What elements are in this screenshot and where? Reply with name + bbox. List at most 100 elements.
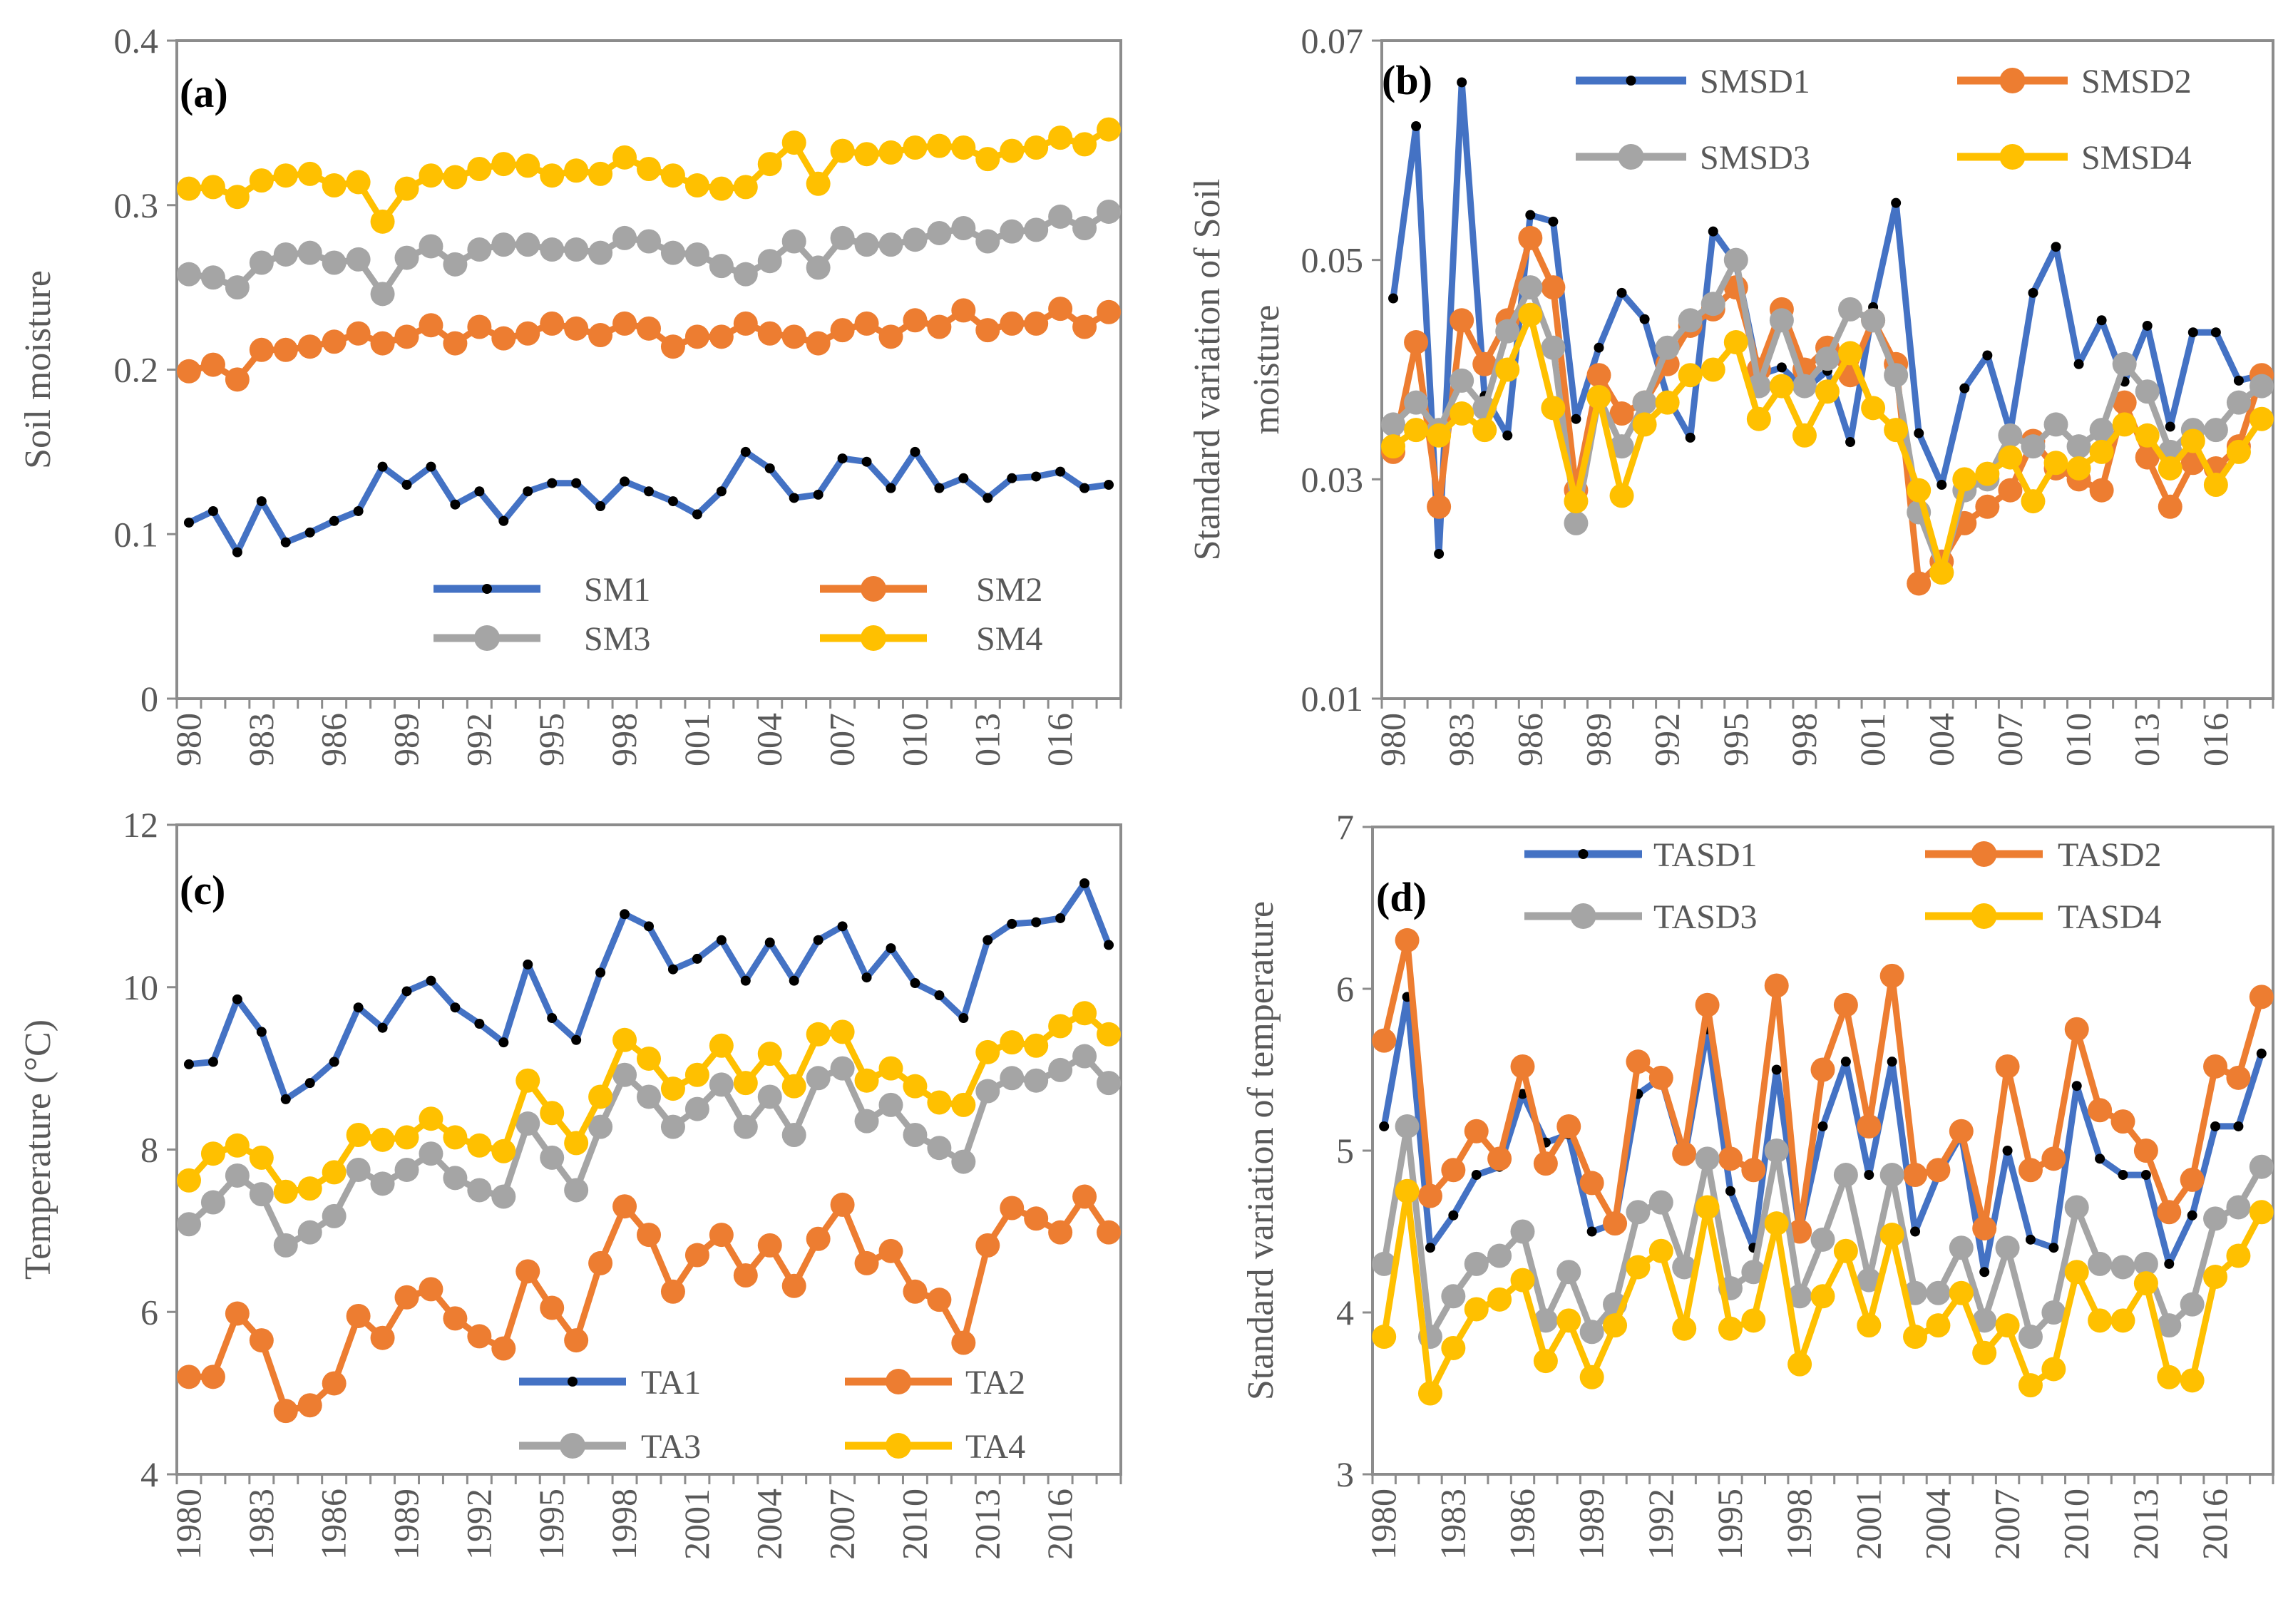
data-point xyxy=(692,953,702,964)
data-point xyxy=(225,1133,250,1158)
data-point xyxy=(1395,1178,1420,1203)
data-point xyxy=(419,1277,443,1302)
x-tick-label: 013 xyxy=(967,713,1007,766)
data-point xyxy=(540,1145,565,1170)
x-tick-label: 1992 xyxy=(458,1489,498,1560)
series-TASD2 xyxy=(1372,927,2274,1244)
data-point xyxy=(1972,1216,1997,1240)
data-point xyxy=(1510,1268,1535,1292)
data-point xyxy=(1007,473,1017,483)
data-point xyxy=(1926,1158,1951,1183)
data-point xyxy=(1417,1381,1442,1406)
legend-marker xyxy=(474,625,500,651)
data-point xyxy=(2249,1200,2274,1225)
data-point xyxy=(1427,423,1452,448)
data-point xyxy=(830,225,855,250)
data-point xyxy=(2021,489,2046,514)
data-point xyxy=(1792,374,1817,399)
data-point xyxy=(249,168,274,193)
data-point xyxy=(370,1325,395,1350)
data-point xyxy=(1769,374,1794,399)
data-point xyxy=(1517,1089,1528,1099)
data-point xyxy=(2187,327,2198,338)
data-point xyxy=(1879,963,1904,988)
data-point xyxy=(2158,494,2182,519)
data-point xyxy=(1055,913,1066,923)
data-point xyxy=(1952,467,1977,492)
data-point xyxy=(1495,357,1520,382)
data-point xyxy=(297,240,322,265)
data-point xyxy=(467,156,492,181)
data-point xyxy=(2064,1260,2089,1285)
data-point xyxy=(1024,135,1049,160)
data-point xyxy=(1787,1284,1812,1309)
data-point xyxy=(612,1194,637,1219)
legend-marker xyxy=(886,1433,911,1459)
data-point xyxy=(878,1238,903,1263)
data-point xyxy=(781,1074,806,1099)
data-point xyxy=(1995,1313,2020,1338)
data-point xyxy=(854,1109,879,1134)
data-point xyxy=(1464,1119,1489,1144)
data-point xyxy=(1441,1158,1466,1183)
data-point xyxy=(1097,1071,1122,1096)
y-tick-label: 0.2 xyxy=(114,350,159,390)
series-SMSD4 xyxy=(1381,302,2274,585)
data-point xyxy=(1395,1114,1420,1139)
data-point xyxy=(667,496,678,507)
data-point xyxy=(660,1114,685,1139)
data-point xyxy=(1441,1284,1466,1309)
data-point xyxy=(1000,1030,1025,1055)
data-point xyxy=(491,1336,516,1361)
data-point xyxy=(837,453,848,464)
data-point xyxy=(1072,314,1097,339)
data-point xyxy=(2110,1109,2135,1134)
data-point xyxy=(1884,418,1909,443)
data-point xyxy=(757,249,782,274)
x-tick-label: 2001 xyxy=(1848,1489,1888,1560)
data-point xyxy=(781,324,806,349)
data-point xyxy=(637,316,661,341)
data-point xyxy=(951,298,976,323)
data-point xyxy=(176,262,201,287)
data-point xyxy=(975,147,1000,172)
legend-marker xyxy=(886,1369,911,1394)
data-point xyxy=(200,352,225,377)
data-point xyxy=(733,175,758,200)
data-point xyxy=(854,1250,879,1275)
data-point xyxy=(1959,383,1970,394)
panel-label: (c) xyxy=(180,867,225,913)
data-point xyxy=(975,318,1000,343)
data-point xyxy=(1556,1114,1581,1139)
data-point xyxy=(2142,320,2153,331)
data-point xyxy=(637,1084,661,1109)
data-point xyxy=(2180,1292,2205,1317)
y-tick-label: 3 xyxy=(1336,1454,1354,1494)
data-point xyxy=(1072,1184,1097,1209)
data-point xyxy=(207,1057,218,1067)
data-point xyxy=(684,242,709,267)
data-point xyxy=(1776,362,1787,373)
data-point xyxy=(329,1057,339,1067)
data-point xyxy=(757,321,782,346)
data-point xyxy=(1648,1065,1673,1090)
data-point xyxy=(346,247,371,272)
plot-frame xyxy=(1380,39,2274,700)
data-point xyxy=(2089,418,2114,443)
data-point xyxy=(861,456,872,467)
y-axis-label: Standard variation of temperature xyxy=(1241,901,1281,1400)
x-tick-label: 1989 xyxy=(1571,1489,1611,1560)
legend: SMSD1 SMSD2 SMSD3 SMSD4 xyxy=(1576,63,2192,177)
data-point xyxy=(1579,1320,1604,1345)
chart-panel-c: 4 6 8 10 12 1980 1983 1986 1989 1992 1995 1998 2001 2… xyxy=(18,805,1122,1560)
data-point xyxy=(1609,483,1634,508)
data-point xyxy=(733,262,758,287)
data-point xyxy=(2157,1365,2182,1389)
data-point xyxy=(2210,327,2221,338)
data-point xyxy=(878,1092,903,1117)
data-point xyxy=(183,518,194,528)
data-point xyxy=(1024,217,1049,242)
data-point xyxy=(1723,330,1748,355)
data-point xyxy=(1815,379,1840,404)
data-point xyxy=(1541,335,1566,360)
